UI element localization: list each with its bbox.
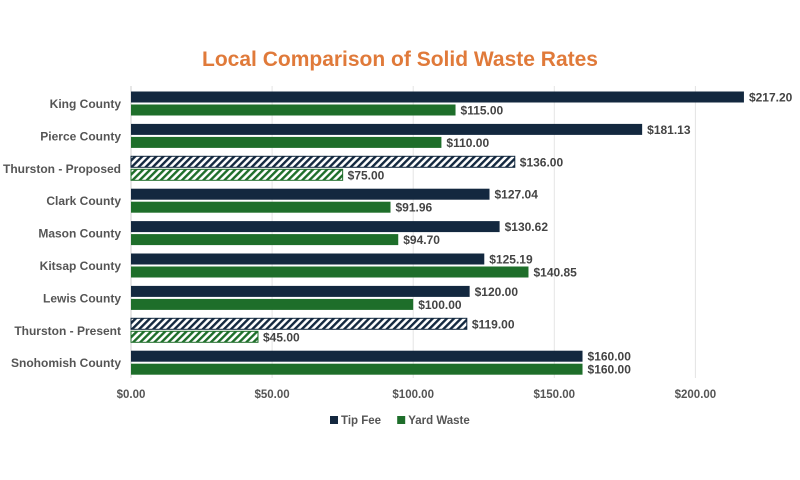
category-label: Pierce County [40, 129, 121, 143]
chart-title: Local Comparison of Solid Waste Rates [202, 48, 598, 71]
data-label: $160.00 [588, 350, 632, 364]
x-tick-label: $200.00 [675, 389, 717, 401]
data-label: $120.00 [475, 285, 519, 299]
data-label: $100.00 [418, 298, 462, 312]
bar-tip-fee [131, 221, 500, 233]
category-label: Mason County [38, 227, 121, 241]
bar-tip-fee [131, 285, 470, 297]
data-label: $125.19 [489, 253, 533, 267]
data-label: $217.20 [749, 91, 793, 105]
bar-yard-waste [130, 168, 344, 181]
bar-tip-fee [131, 188, 490, 200]
data-label: $127.04 [495, 188, 539, 202]
data-label: $140.85 [533, 266, 577, 280]
category-label: King County [50, 97, 122, 111]
bar-yard-waste [131, 104, 456, 116]
category-label: Lewis County [43, 291, 121, 305]
data-label: $119.00 [472, 317, 515, 331]
bar-tip-fee [130, 317, 468, 330]
data-label: $91.96 [396, 201, 433, 215]
bar-tip-fee [131, 350, 583, 362]
category-label: Thurston - Proposed [3, 162, 121, 176]
legend-label: Yard Waste [408, 415, 470, 427]
bar-tip-fee [131, 123, 643, 135]
x-tick-label: $50.00 [255, 389, 290, 401]
data-label: $181.13 [647, 123, 691, 137]
bar-yard-waste [131, 266, 529, 278]
data-label: $160.00 [588, 363, 632, 377]
category-label: Thurston - Present [14, 324, 121, 338]
data-label: $75.00 [348, 168, 385, 182]
bar-yard-waste [131, 201, 391, 213]
bar-yard-waste [130, 330, 259, 343]
x-tick-label: $0.00 [117, 389, 146, 401]
data-label: $45.00 [263, 330, 300, 344]
category-label: Snohomish County [11, 356, 121, 370]
legend-swatch [397, 416, 406, 424]
bar-yard-waste [131, 363, 583, 375]
category-label: Clark County [46, 194, 121, 208]
category-label: Kitsap County [40, 259, 122, 273]
data-label: $94.70 [403, 233, 440, 247]
legend-swatch [330, 416, 338, 424]
data-label: $115.00 [461, 104, 504, 118]
bar-tip-fee [131, 91, 744, 103]
bar-yard-waste [131, 234, 399, 246]
bar-yard-waste [131, 136, 442, 148]
bar-yard-waste [131, 298, 414, 310]
x-tick-label: $150.00 [534, 389, 576, 401]
legend-label: Tip Fee [341, 415, 381, 427]
data-label: $130.62 [505, 220, 549, 234]
data-label: $110.00 [446, 136, 489, 150]
bar-tip-fee [130, 155, 516, 168]
data-label: $136.00 [520, 155, 564, 169]
x-tick-label: $100.00 [392, 389, 434, 401]
bar-tip-fee [131, 253, 485, 265]
